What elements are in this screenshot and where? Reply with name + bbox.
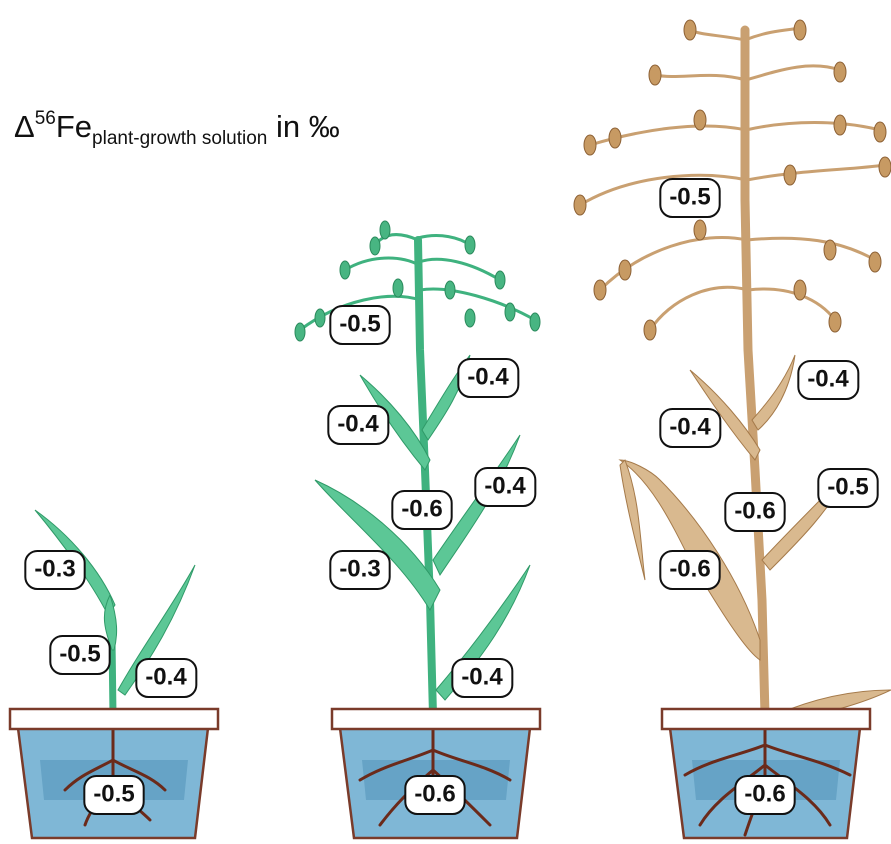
seed — [495, 271, 505, 289]
seed — [445, 281, 455, 299]
seed — [684, 20, 696, 40]
seed — [834, 62, 846, 82]
seed — [530, 313, 540, 331]
value-label: -0.6 — [401, 495, 442, 522]
seed — [694, 220, 706, 240]
pot-rim — [662, 709, 870, 729]
stem — [418, 240, 433, 715]
seed — [694, 110, 706, 130]
seed — [574, 195, 586, 215]
seed — [465, 309, 475, 327]
seed — [584, 135, 596, 155]
pot-3 — [662, 709, 870, 838]
seed — [829, 312, 841, 332]
value-label: -0.6 — [734, 497, 775, 524]
seed — [879, 157, 891, 177]
value-label: -0.4 — [337, 410, 379, 437]
value-label: -0.4 — [145, 663, 187, 690]
illustration: -0.3 -0.5 -0.4 -0.5 -0.5 -0.4 -0.4 -0.6 … — [0, 0, 891, 844]
pot-rim — [10, 709, 218, 729]
value-label: -0.6 — [744, 780, 785, 807]
value-label: -0.4 — [669, 413, 711, 440]
page: Fe isotope plant figure html, body { mar… — [0, 0, 891, 844]
seed — [594, 280, 606, 300]
leaf — [752, 355, 795, 430]
seed — [295, 323, 305, 341]
seed — [834, 115, 846, 135]
seed — [465, 236, 475, 254]
seed — [340, 261, 350, 279]
value-label: -0.3 — [339, 555, 380, 582]
seed — [393, 279, 403, 297]
value-label: -0.6 — [669, 555, 710, 582]
value-label: -0.3 — [34, 555, 75, 582]
seed — [644, 320, 656, 340]
pot-1 — [10, 709, 218, 838]
value-label: -0.5 — [669, 183, 710, 210]
value-label: -0.6 — [414, 780, 455, 807]
value-label: -0.5 — [827, 473, 868, 500]
seed — [609, 128, 621, 148]
seed — [619, 260, 631, 280]
seed — [370, 237, 380, 255]
value-label: -0.4 — [484, 472, 526, 499]
seed — [874, 122, 886, 142]
value-label: -0.4 — [461, 663, 503, 690]
value-label: -0.4 — [467, 363, 509, 390]
seed — [794, 20, 806, 40]
value-label: -0.5 — [339, 310, 380, 337]
seed — [784, 165, 796, 185]
value-label: -0.5 — [93, 780, 134, 807]
figure: Δ56Feplant-growth solution in ‰ — [0, 0, 891, 844]
pot-rim — [332, 709, 540, 729]
seed — [824, 240, 836, 260]
value-label: -0.4 — [807, 365, 849, 392]
seed — [505, 303, 515, 321]
value-label: -0.5 — [59, 640, 100, 667]
pot-2 — [332, 709, 540, 838]
seed — [315, 309, 325, 327]
seed — [794, 280, 806, 300]
seed — [380, 221, 390, 239]
seed — [869, 252, 881, 272]
seeds — [574, 20, 891, 340]
seed — [649, 65, 661, 85]
